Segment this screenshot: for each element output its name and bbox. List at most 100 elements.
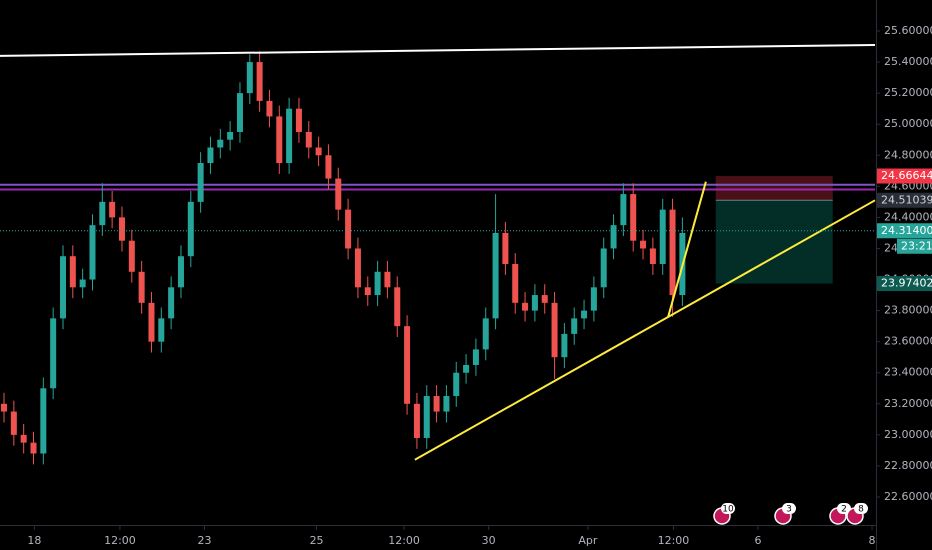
candle-body xyxy=(531,295,538,311)
candle-body xyxy=(620,194,627,226)
event-badge xyxy=(721,503,735,514)
event-badge xyxy=(782,503,796,514)
candle-body xyxy=(482,318,489,350)
y-tick-label: 25.40000 xyxy=(884,55,932,68)
candle-body xyxy=(374,271,381,296)
y-tick-label: 24.40000 xyxy=(884,210,932,223)
x-tick-label: 30 xyxy=(482,534,496,547)
x-tick-label: 6 xyxy=(755,534,762,547)
candle-body xyxy=(79,279,86,288)
candle-body xyxy=(600,248,607,288)
candle-body xyxy=(571,318,578,334)
candle-body xyxy=(187,201,194,257)
x-tick-label: Apr xyxy=(578,534,598,547)
y-tick-label: 23.60000 xyxy=(884,335,932,348)
y-tick-label: 23.40000 xyxy=(884,366,932,379)
stop-zone xyxy=(715,176,833,201)
candle-body xyxy=(276,116,283,164)
candle-body xyxy=(443,396,450,412)
candle-body xyxy=(433,396,440,412)
candle-body xyxy=(630,194,637,241)
current-price-tag-bg xyxy=(877,223,932,239)
candle-body xyxy=(423,396,430,438)
x-tick-label: 25 xyxy=(310,534,324,547)
target-zone xyxy=(715,200,833,284)
candle-body xyxy=(89,225,96,280)
y-tick-label: 22.80000 xyxy=(884,459,932,472)
current-price-tag: 24.31400 xyxy=(881,224,932,237)
x-tick-label: 18 xyxy=(27,534,41,547)
x-tick-label: 23 xyxy=(197,534,211,547)
event-count: 10 xyxy=(722,505,734,515)
candle-body xyxy=(295,108,302,132)
y-tick-label: 22.60000 xyxy=(884,490,932,503)
x-tick-label: 12:00 xyxy=(658,534,690,547)
event-badge xyxy=(854,503,868,514)
event-count: 8 xyxy=(858,505,864,515)
candle-body xyxy=(472,349,479,365)
event-badge xyxy=(837,503,851,514)
candle-body xyxy=(512,264,519,303)
y-tick-label: 23.80000 xyxy=(884,304,932,317)
candle-body xyxy=(246,62,253,94)
candle-body xyxy=(109,201,116,218)
x-tick-label: 8 xyxy=(869,534,876,547)
y-tick-label: 23.00000 xyxy=(884,428,932,441)
candle-body xyxy=(148,302,155,342)
candle-body xyxy=(138,271,145,303)
candle-body xyxy=(50,318,57,389)
candle-body xyxy=(335,178,342,210)
candle-body xyxy=(364,287,371,296)
candle-body xyxy=(236,93,243,132)
entry-tag-bg xyxy=(877,192,932,208)
candle-body xyxy=(541,295,548,303)
candle-body xyxy=(551,302,558,358)
candle-body xyxy=(227,131,234,140)
event-count: 2 xyxy=(841,505,847,515)
candle-body xyxy=(197,163,204,202)
candle-body xyxy=(315,147,322,156)
y-tick-label: 25.20000 xyxy=(884,86,932,99)
candle-body xyxy=(561,333,568,358)
y-tick-label: 24.80000 xyxy=(884,148,932,161)
candle-body xyxy=(581,310,588,319)
candle-body xyxy=(10,411,17,435)
candle-body xyxy=(610,225,617,249)
candle-body xyxy=(345,209,352,249)
candle-body xyxy=(266,100,273,117)
candle-body xyxy=(492,232,499,319)
event-count: 3 xyxy=(786,505,792,515)
candle-body xyxy=(404,326,411,404)
candle-body xyxy=(453,372,460,397)
stop-tag: 24.66644 xyxy=(881,169,932,182)
trend-line xyxy=(0,43,876,57)
candle-body xyxy=(168,287,175,319)
candle-body xyxy=(305,131,312,148)
candle-body xyxy=(118,217,125,241)
candle-body xyxy=(158,318,165,342)
y-tick-label: 25.60000 xyxy=(884,24,932,37)
candle-body xyxy=(590,287,597,311)
x-tick-label: 12:00 xyxy=(388,534,420,547)
trend-line xyxy=(667,181,707,318)
candle-body xyxy=(286,108,293,164)
trend-line xyxy=(414,199,876,461)
candle-body xyxy=(522,302,529,311)
stop-tag-bg xyxy=(877,168,932,184)
target-tag: 23.97402 xyxy=(881,277,932,290)
candle-body xyxy=(354,248,361,288)
y-tick-label: 23.20000 xyxy=(884,397,932,410)
candle-body xyxy=(177,256,184,288)
target-tag-bg xyxy=(877,276,932,292)
candle-body xyxy=(256,62,263,101)
candle-body xyxy=(325,155,332,179)
candle-body xyxy=(59,256,66,319)
candle-body xyxy=(640,240,647,249)
candle-body xyxy=(30,442,37,454)
countdown: 23:21 xyxy=(901,239,932,252)
candle-body xyxy=(1,403,7,412)
candle-body xyxy=(659,209,666,264)
candle-body xyxy=(40,388,47,454)
